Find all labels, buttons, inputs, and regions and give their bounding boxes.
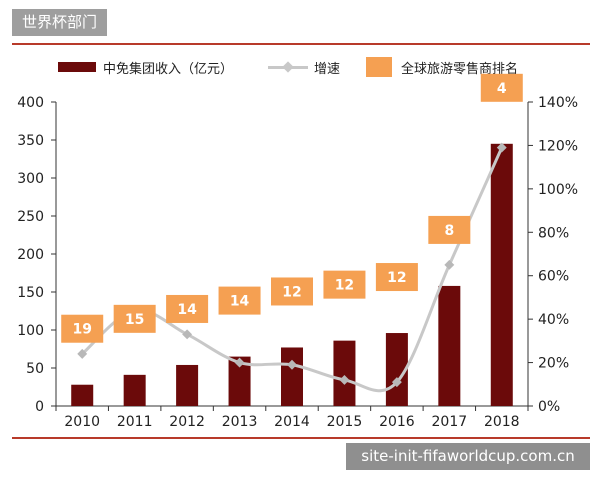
growth-point-2015 (339, 374, 350, 385)
watermark: site-init-fifaworldcup.com.cn (346, 443, 590, 470)
x-tick-label: 2010 (64, 414, 100, 430)
growth-point-2012 (182, 329, 193, 340)
legend-swatch-revenue (58, 62, 96, 72)
y-right-tick-label: 0% (538, 399, 560, 415)
rank-box-2018 (480, 73, 523, 102)
rank-label-2016: 12 (387, 270, 406, 286)
rank-label-2011: 15 (125, 312, 144, 328)
y-right-tick-label: 100% (538, 182, 578, 198)
bar-revenue-2011 (123, 374, 146, 406)
bar-revenue-2017 (438, 285, 461, 406)
y-left-tick-label: 300 (17, 171, 44, 187)
legend-label-revenue: 中免集团收入（亿元） (103, 61, 234, 77)
rank-box-2010 (61, 314, 104, 343)
y-left-tick-label: 250 (17, 209, 44, 225)
legend-swatch-growth (268, 60, 308, 74)
rank-label-2014: 12 (282, 284, 301, 300)
growth-point-2016 (391, 377, 402, 388)
x-tick-label: 2011 (117, 414, 153, 430)
y-left-tick-label: 200 (17, 247, 44, 263)
bottom-divider (12, 437, 590, 439)
section-tag: 世界杯部门 (12, 9, 108, 36)
bar-revenue-2012 (176, 364, 199, 406)
x-tick-label: 2016 (379, 414, 415, 430)
chart-legend: 中免集团收入（亿元） 增速 全球旅游零售商排名 (0, 57, 600, 77)
bar-revenue-2010 (71, 384, 94, 406)
rank-box-2013 (218, 286, 261, 315)
x-tick-label: 2013 (222, 414, 258, 430)
rank-box-2014 (271, 277, 313, 306)
rank-label-2015: 12 (335, 278, 354, 294)
growth-point-2018 (496, 142, 507, 153)
growth-point-2017 (444, 259, 455, 270)
y-right-tick-label: 120% (538, 138, 578, 154)
y-left-tick-label: 150 (17, 285, 44, 301)
rank-box-2017 (428, 215, 471, 244)
y-left-tick-label: 350 (17, 133, 44, 149)
bar-revenue-2015 (333, 340, 356, 406)
rank-label-2010: 19 (72, 322, 91, 338)
rank-label-2012: 14 (177, 302, 197, 318)
y-left-tick-label: 100 (17, 323, 44, 339)
rank-box-2011 (113, 304, 156, 333)
y-right-tick-label: 20% (538, 356, 569, 372)
legend-item-rank: 全球旅游零售商排名 (366, 57, 518, 77)
legend-item-growth: 增速 (268, 57, 340, 77)
x-tick-label: 2017 (432, 414, 468, 430)
growth-point-2014 (287, 359, 297, 370)
growth-point-2013 (234, 357, 245, 368)
y-right-tick-label: 140% (538, 95, 578, 111)
legend-label-rank: 全球旅游零售商排名 (401, 61, 519, 77)
bar-revenue-2013 (228, 356, 251, 406)
y-left-tick-label: 400 (17, 95, 44, 111)
rank-label-2013: 14 (230, 294, 250, 310)
top-divider (12, 43, 590, 45)
legend-item-revenue: 中免集团收入（亿元） (58, 57, 233, 77)
rank-box-2015 (323, 270, 366, 299)
rank-box-2016 (375, 263, 418, 292)
rank-box-2012 (166, 294, 209, 323)
bar-revenue-2014 (281, 347, 303, 406)
y-left-tick-label: 50 (26, 361, 44, 377)
legend-swatch-rank (366, 57, 392, 77)
x-tick-label: 2012 (169, 414, 205, 430)
x-tick-label: 2015 (327, 414, 363, 430)
y-right-tick-label: 60% (538, 269, 569, 285)
legend-label-growth: 增速 (314, 61, 341, 77)
bar-revenue-2018 (490, 143, 513, 407)
y-left-tick-label: 0 (35, 399, 44, 415)
x-tick-label: 2014 (274, 414, 310, 430)
y-right-tick-label: 80% (538, 225, 569, 241)
x-tick-label: 2018 (484, 414, 520, 430)
rank-label-2018: 4 (497, 81, 507, 97)
y-right-tick-label: 40% (538, 312, 569, 328)
rank-label-2017: 8 (444, 223, 454, 239)
